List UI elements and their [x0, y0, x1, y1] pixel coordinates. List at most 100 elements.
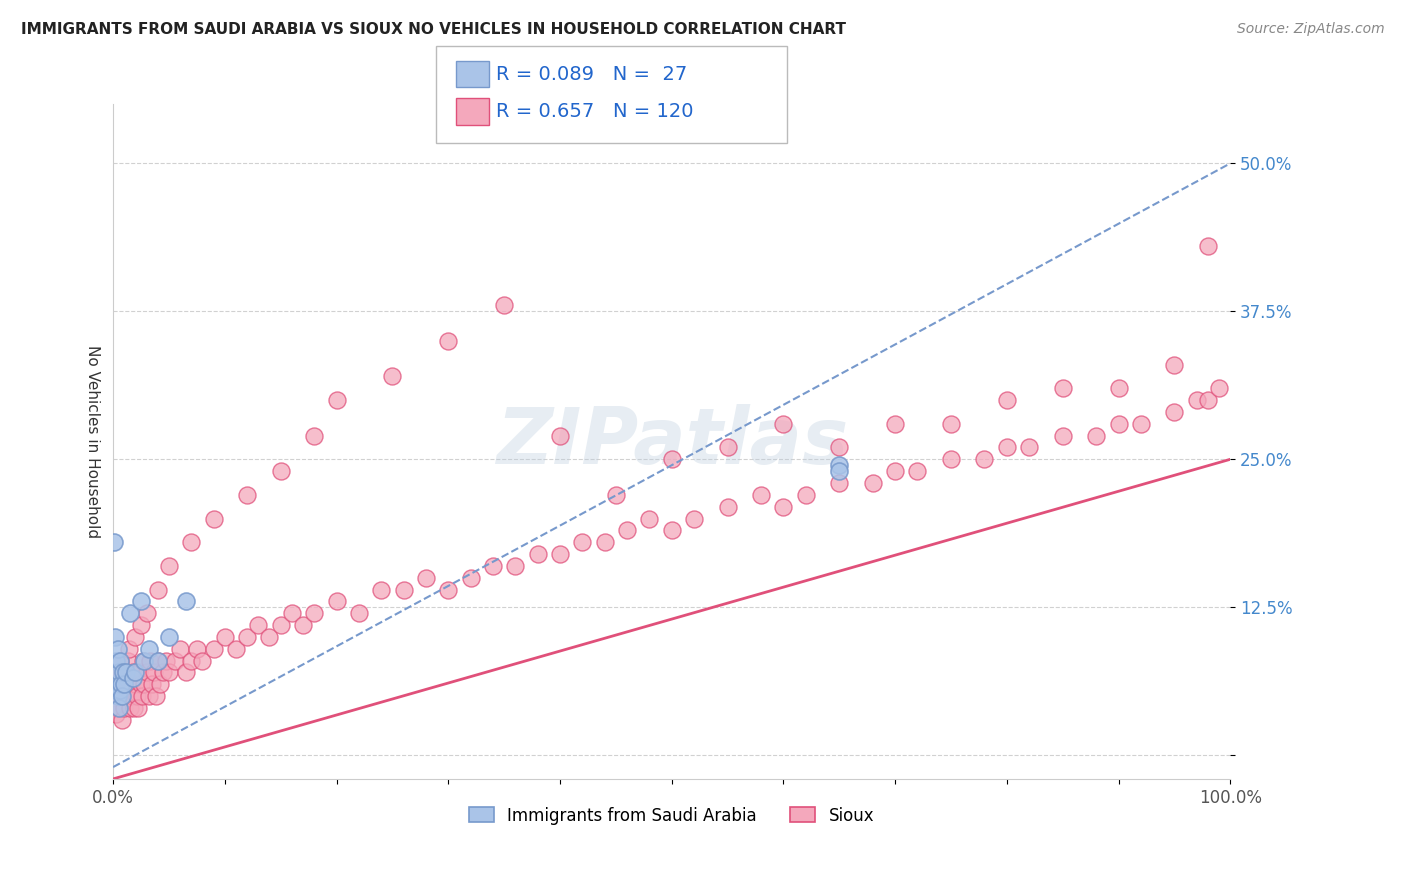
Point: [128, 665, 150, 680]
Point: [155, 654, 177, 668]
Point: [1085, 428, 1108, 442]
Point: [174, 594, 197, 608]
Point: [907, 464, 929, 478]
Point: [112, 701, 135, 715]
Point: [112, 665, 135, 680]
Point: [104, 630, 127, 644]
Point: [247, 618, 270, 632]
Point: [186, 641, 208, 656]
Point: [381, 369, 404, 384]
Point: [772, 417, 794, 431]
Point: [143, 665, 166, 680]
Point: [1163, 358, 1185, 372]
Point: [163, 654, 186, 668]
Point: [110, 689, 132, 703]
Text: R = 0.089   N =  27: R = 0.089 N = 27: [496, 64, 688, 84]
Point: [749, 488, 772, 502]
Point: [139, 654, 162, 668]
Point: [105, 654, 128, 668]
Point: [145, 689, 167, 703]
Point: [191, 654, 214, 668]
Point: [794, 488, 817, 502]
Point: [281, 606, 304, 620]
Point: [108, 665, 131, 680]
Point: [112, 677, 135, 691]
Point: [107, 689, 129, 703]
Point: [129, 677, 152, 691]
Point: [884, 464, 907, 478]
Point: [125, 689, 148, 703]
Point: [347, 606, 370, 620]
Point: [180, 535, 202, 549]
Point: [526, 547, 548, 561]
Point: [110, 677, 132, 691]
Text: Source: ZipAtlas.com: Source: ZipAtlas.com: [1237, 22, 1385, 37]
Point: [661, 452, 683, 467]
Point: [124, 701, 146, 715]
Point: [146, 654, 169, 668]
Y-axis label: No Vehicles in Household: No Vehicles in Household: [86, 345, 100, 538]
Point: [111, 677, 134, 691]
Point: [118, 606, 141, 620]
Point: [292, 618, 315, 632]
Point: [138, 689, 160, 703]
Point: [135, 665, 157, 680]
Point: [131, 689, 153, 703]
Legend: Immigrants from Saudi Arabia, Sioux: Immigrants from Saudi Arabia, Sioux: [463, 800, 882, 831]
Point: [146, 582, 169, 597]
Point: [460, 571, 482, 585]
Point: [302, 606, 325, 620]
Point: [105, 706, 128, 721]
Point: [973, 452, 995, 467]
Point: [548, 428, 571, 442]
Point: [108, 654, 131, 668]
Point: [107, 701, 129, 715]
Point: [111, 713, 134, 727]
Point: [995, 441, 1018, 455]
Point: [132, 654, 155, 668]
Point: [661, 524, 683, 538]
Point: [152, 665, 174, 680]
Point: [121, 689, 143, 703]
Point: [135, 606, 157, 620]
Point: [638, 511, 661, 525]
Point: [828, 475, 851, 490]
Point: [1108, 417, 1130, 431]
Point: [302, 428, 325, 442]
Point: [593, 535, 616, 549]
Point: [1108, 381, 1130, 395]
Point: [107, 701, 129, 715]
Point: [120, 677, 142, 691]
Point: [225, 641, 247, 656]
Text: ZIPatlas: ZIPatlas: [495, 403, 848, 480]
Point: [105, 677, 128, 691]
Point: [107, 641, 129, 656]
Point: [1208, 381, 1230, 395]
Point: [716, 500, 738, 514]
Point: [437, 334, 460, 348]
Point: [1129, 417, 1152, 431]
Point: [828, 441, 851, 455]
Point: [124, 665, 146, 680]
Point: [370, 582, 392, 597]
Point: [134, 654, 156, 668]
Point: [482, 558, 505, 573]
Point: [115, 665, 138, 680]
Point: [111, 689, 134, 703]
Text: R = 0.657   N = 120: R = 0.657 N = 120: [496, 102, 693, 121]
Point: [108, 654, 131, 668]
Point: [169, 641, 191, 656]
Point: [884, 417, 907, 431]
Point: [112, 677, 135, 691]
Point: [104, 677, 127, 691]
Point: [616, 524, 638, 538]
Point: [112, 665, 135, 680]
Point: [548, 547, 571, 561]
Point: [141, 677, 163, 691]
Point: [157, 558, 180, 573]
Text: IMMIGRANTS FROM SAUDI ARABIA VS SIOUX NO VEHICLES IN HOUSEHOLD CORRELATION CHART: IMMIGRANTS FROM SAUDI ARABIA VS SIOUX NO…: [21, 22, 846, 37]
Point: [236, 488, 259, 502]
Point: [392, 582, 415, 597]
Point: [1197, 239, 1219, 253]
Point: [828, 458, 851, 473]
